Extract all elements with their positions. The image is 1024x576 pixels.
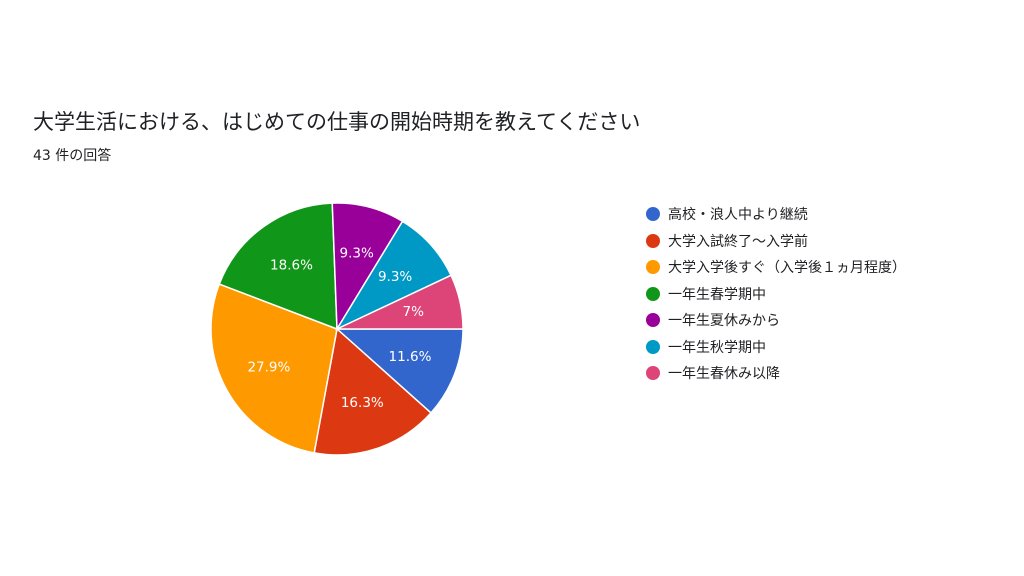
legend-swatch-1 bbox=[646, 207, 660, 222]
pie-slice-label-7: 7% bbox=[403, 304, 425, 320]
pie-slice-label-6: 9.3% bbox=[378, 269, 412, 285]
legend-item-6: 一年生秋学期中 bbox=[646, 334, 906, 361]
pie-slice-1 bbox=[335, 328, 464, 414]
legend-item-3: 大学入学後すぐ（入学後１ヵ月程度） bbox=[646, 254, 906, 281]
legend-swatch-6 bbox=[646, 339, 660, 354]
legend-item-1: 高校・浪人中より継続 bbox=[646, 201, 906, 228]
legend-label-5: 一年生夏休みから bbox=[668, 313, 780, 330]
legend-label-3: 大学入学後すぐ（入学後１ヵ月程度） bbox=[668, 260, 906, 277]
chart-title: 大学生活における、はじめての仕事の開始時期を教えてください bbox=[33, 110, 641, 134]
legend-label-7: 一年生春休み以降 bbox=[668, 366, 780, 383]
pie-slice-label-4: 18.6% bbox=[270, 258, 313, 274]
legend-label-2: 大学入試終了〜入学前 bbox=[668, 233, 808, 250]
legend-swatch-4 bbox=[646, 286, 660, 301]
pie-slice-label-5: 9.3% bbox=[340, 245, 374, 261]
response-count: 43 件の回答 bbox=[33, 148, 112, 164]
pie-slice-label-3: 27.9% bbox=[247, 359, 290, 375]
legend-swatch-2 bbox=[646, 233, 660, 248]
legend-label-1: 高校・浪人中より継続 bbox=[668, 207, 808, 224]
legend-swatch-5 bbox=[646, 313, 660, 328]
legend-label-4: 一年生春学期中 bbox=[668, 286, 766, 303]
chart-legend: 高校・浪人中より継続 大学入試終了〜入学前大学入学後すぐ（入学後１ヵ月程度） 一年生… bbox=[646, 201, 906, 387]
pie-slice-label-1: 11.6% bbox=[389, 349, 432, 365]
legend-swatch-7 bbox=[646, 366, 660, 381]
pie-slice-7 bbox=[336, 274, 464, 330]
legend-label-6: 一年生秋学期中 bbox=[668, 339, 766, 356]
legend-item-4: 一年生春学期中 bbox=[646, 281, 906, 308]
legend-item-2: 大学入試終了〜入学前 bbox=[646, 228, 906, 255]
legend-swatch-3 bbox=[646, 260, 660, 275]
pie-slice-2 bbox=[313, 327, 433, 456]
pie-slice-label-2: 16.3% bbox=[341, 395, 384, 411]
legend-item-5: 一年生夏休みから bbox=[646, 307, 906, 334]
pie-slice-3 bbox=[210, 283, 338, 454]
legend-item-7: 一年生春休み以降 bbox=[646, 360, 906, 387]
pie-slice-4 bbox=[218, 202, 338, 331]
